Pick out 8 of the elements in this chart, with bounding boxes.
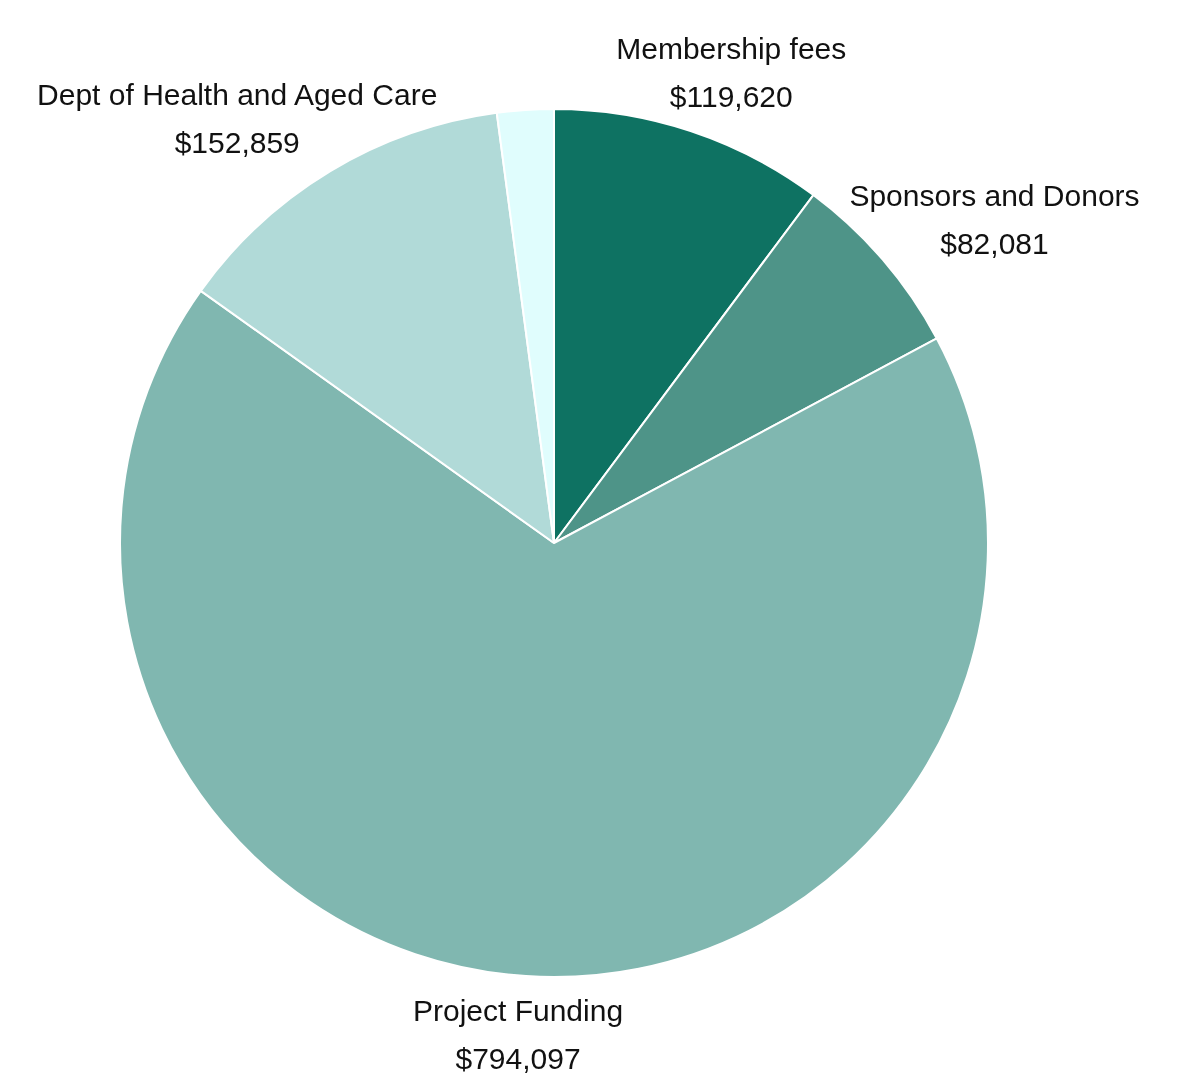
slice-label: Sponsors and Donors [849, 179, 1140, 213]
slice-label: Project Funding [412, 994, 624, 1028]
data-label: $119,620 [669, 80, 793, 114]
slice-label: Membership fees [616, 32, 847, 66]
data-label: $152,859 [174, 125, 300, 159]
data-label: $794,097 [455, 1042, 581, 1076]
data-label: $82,081 [940, 227, 1049, 261]
slice-label: Dept of Health and Aged Care [37, 77, 438, 111]
